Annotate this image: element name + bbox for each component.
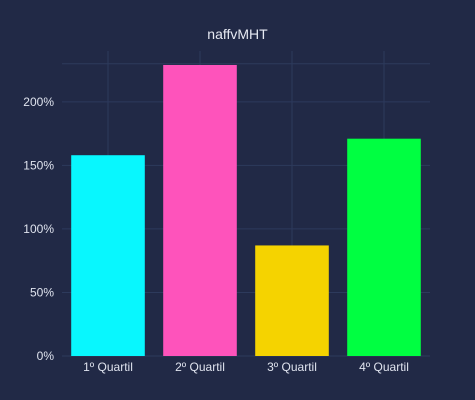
bar xyxy=(71,155,145,356)
bar xyxy=(255,245,329,356)
x-tick-label: 2º Quartil xyxy=(175,360,225,374)
y-tick-label: 50% xyxy=(30,285,54,299)
x-tick-label: 4º Quartil xyxy=(359,360,409,374)
chart-title: naffvMHT xyxy=(207,26,268,42)
y-tick-label: 200% xyxy=(23,95,54,109)
x-tick-label: 3º Quartil xyxy=(267,360,317,374)
y-tick-label: 0% xyxy=(37,349,55,363)
y-tick-label: 150% xyxy=(23,158,54,172)
x-tick-label: 1º Quartil xyxy=(83,360,133,374)
y-axis-ticks: 0% 50% 100% 150% 200% xyxy=(23,95,54,363)
bar xyxy=(163,64,237,357)
y-tick-label: 100% xyxy=(23,222,54,236)
bars xyxy=(71,64,421,357)
bar xyxy=(347,138,421,356)
x-axis-ticks: 1º Quartil 2º Quartil 3º Quartil 4º Quartil xyxy=(83,360,409,374)
